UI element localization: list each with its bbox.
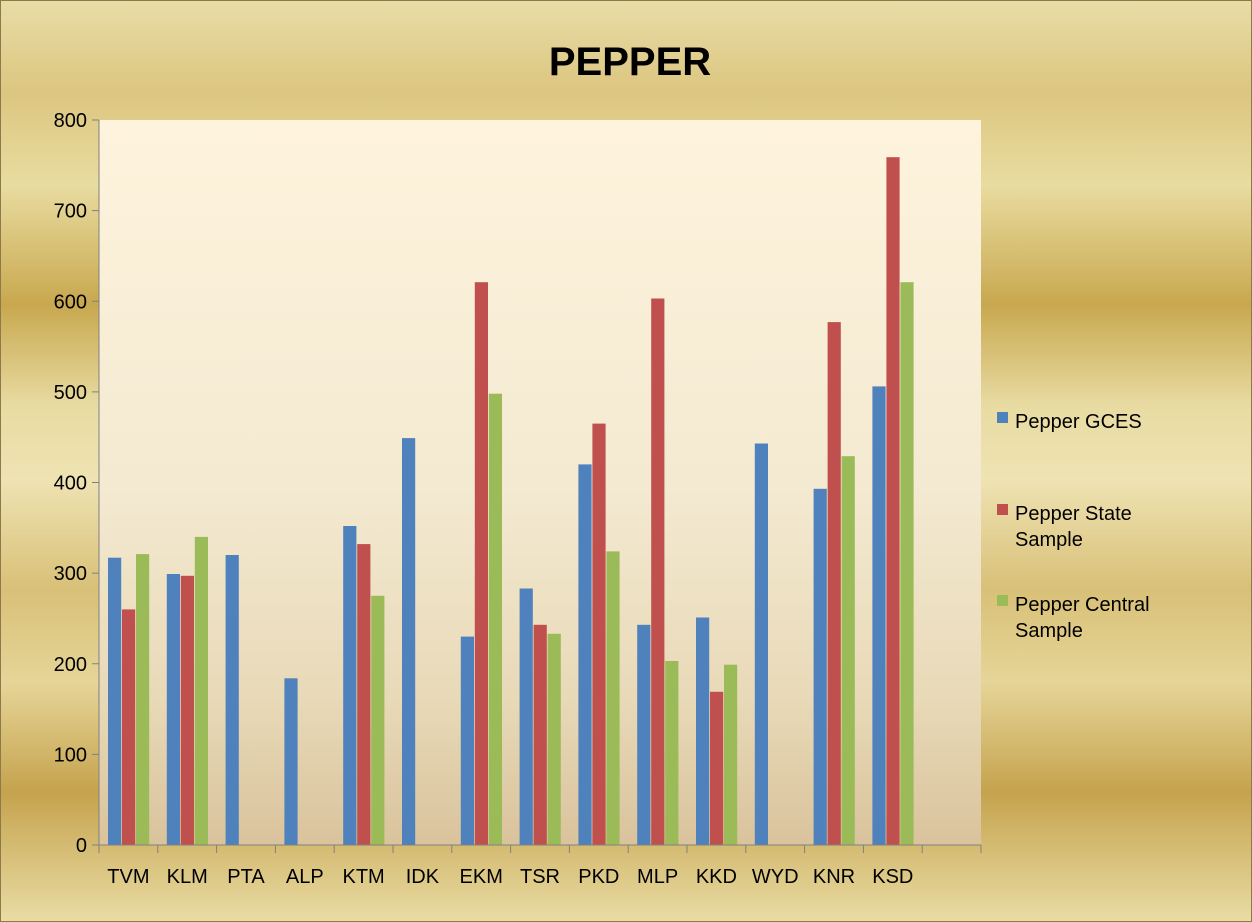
- bar-klm-series-1: [166, 574, 180, 845]
- bars-group: [108, 157, 914, 846]
- bar-knr-series-2: [827, 322, 841, 846]
- legend: Pepper GCES Pepper State Sample Pepper Cent…: [997, 411, 1150, 642]
- bar-ksd-series-3: [900, 282, 914, 845]
- x-tick-label-tvm: TVM: [107, 866, 149, 888]
- bar-kkd-series-2: [710, 691, 724, 845]
- legend-label-1: Pepper GCES: [1015, 411, 1142, 433]
- chart-title: PEPPER: [549, 40, 711, 84]
- bar-mlp-series-1: [637, 624, 651, 845]
- bar-ekm-series-3: [488, 393, 502, 845]
- bar-ktm-series-3: [371, 595, 385, 845]
- bar-knr-series-1: [813, 488, 827, 845]
- x-tick-label-pta: PTA: [227, 866, 265, 888]
- x-tick-label-mlp: MLP: [637, 866, 678, 888]
- bar-mlp-series-3: [665, 661, 679, 845]
- legend-label-3: Pepper Central: [1015, 594, 1150, 616]
- x-tick-label-ekm: EKM: [460, 866, 503, 888]
- y-tick-label: 200: [54, 654, 87, 676]
- bar-tsr-series-3: [547, 633, 561, 845]
- bar-ktm-series-2: [357, 544, 371, 845]
- bar-tvm-series-1: [108, 557, 122, 845]
- bar-ksd-series-2: [886, 157, 900, 845]
- axes-group: 0 100 200 300 400 500 600 700 800 TVM KLM PTA ALP KTM…: [54, 110, 982, 888]
- y-tick-label: 800: [54, 110, 87, 132]
- bar-pkd-series-3: [606, 551, 620, 845]
- y-tick-label: 300: [54, 563, 87, 585]
- bar-pta-series-1: [225, 555, 239, 845]
- legend-swatch-2: [997, 504, 1008, 515]
- bar-idk-series-1: [402, 438, 416, 845]
- bar-ksd-series-1: [872, 386, 886, 845]
- y-tick-label: 600: [54, 291, 87, 313]
- bar-knr-series-3: [841, 456, 855, 845]
- bar-kkd-series-3: [724, 664, 738, 845]
- bar-kkd-series-1: [696, 617, 710, 845]
- x-tick-label-tsr: TSR: [520, 866, 560, 888]
- legend-swatch-3: [997, 595, 1008, 606]
- y-tick-label: 100: [54, 744, 87, 766]
- legend-label-2: Sample: [1015, 529, 1083, 551]
- x-tick-label-wyd: WYD: [752, 866, 799, 888]
- bar-tvm-series-3: [136, 554, 150, 845]
- y-tick-label: 400: [54, 473, 87, 495]
- bar-tsr-series-2: [533, 624, 547, 845]
- bar-tsr-series-1: [519, 588, 533, 845]
- legend-label-3: Sample: [1015, 620, 1083, 642]
- bar-wyd-series-1: [754, 443, 768, 845]
- y-tick-label: 0: [76, 835, 87, 857]
- y-tick-label: 500: [54, 382, 87, 404]
- x-tick-label-ksd: KSD: [872, 866, 913, 888]
- y-tick-label: 700: [54, 201, 87, 223]
- bar-klm-series-3: [194, 536, 208, 845]
- bar-mlp-series-2: [651, 298, 665, 845]
- bar-ekm-series-2: [474, 282, 488, 845]
- x-tick-label-pkd: PKD: [578, 866, 619, 888]
- bar-alp-series-1: [284, 678, 298, 846]
- bar-klm-series-2: [180, 575, 194, 845]
- bar-pkd-series-2: [592, 423, 606, 845]
- bar-ekm-series-1: [460, 636, 474, 845]
- legend-label-2: Pepper State: [1015, 503, 1132, 525]
- x-tick-label-alp: ALP: [286, 866, 324, 888]
- legend-swatch-1: [997, 412, 1008, 423]
- bar-pkd-series-1: [578, 464, 592, 845]
- x-tick-label-idk: IDK: [406, 866, 440, 888]
- x-tick-label-knr: KNR: [813, 866, 855, 888]
- x-tick-label-ktm: KTM: [342, 866, 384, 888]
- x-tick-label-kkd: KKD: [696, 866, 737, 888]
- bar-ktm-series-1: [343, 526, 357, 845]
- x-tick-label-klm: KLM: [167, 866, 208, 888]
- bar-tvm-series-2: [122, 609, 136, 845]
